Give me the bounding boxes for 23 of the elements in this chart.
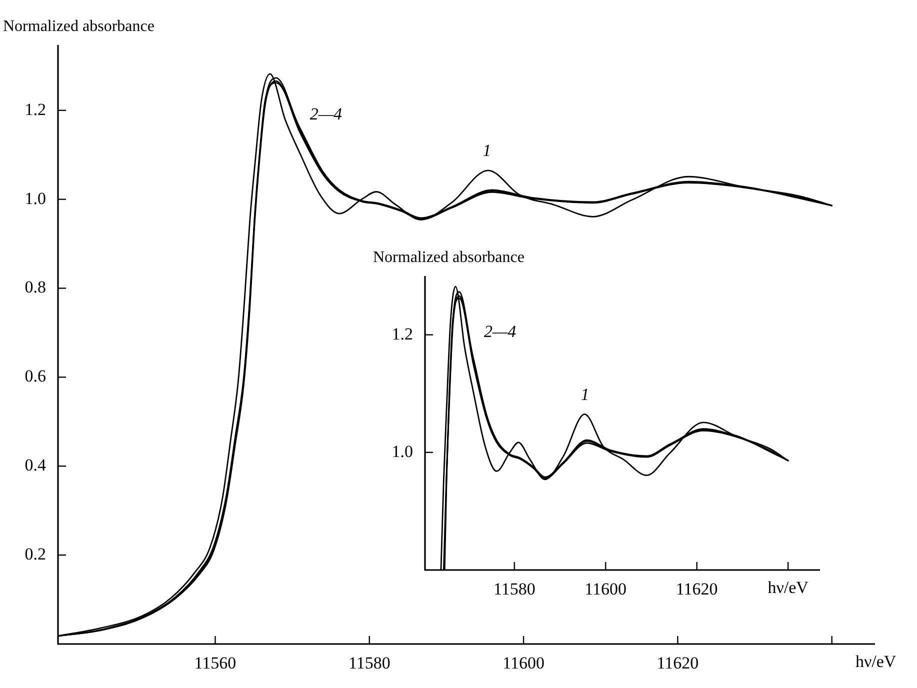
annotation: 2—4: [484, 322, 517, 341]
annotation: 2—4: [310, 104, 343, 124]
x-tick-label: 11580: [348, 654, 390, 673]
y-tick-label: 0.6: [24, 366, 46, 386]
x-tick-label: 11560: [194, 654, 236, 673]
y-tick-label: 1.0: [392, 442, 413, 461]
y-axis-title: Normalized absorbance: [373, 249, 524, 266]
x-axis-title: hν/eV: [855, 652, 897, 671]
x-tick-label: 11600: [502, 654, 544, 673]
x-tick-label: 11620: [676, 580, 718, 599]
y-tick-label: 1.2: [24, 100, 46, 119]
y-axis-title: Normalized absorbance: [3, 18, 154, 35]
x-tick-label: 11600: [584, 580, 627, 599]
x-tick-label: 11620: [656, 654, 699, 673]
y-tick-label: 0.8: [24, 278, 46, 297]
x-axis-title: hν/eV: [768, 578, 810, 597]
y-tick-label: 0.4: [24, 456, 46, 475]
annotation: 1: [482, 141, 492, 160]
annotation: 1: [580, 384, 590, 404]
x-tick-label: 11580: [493, 580, 536, 599]
y-tick-label: 1.2: [392, 324, 413, 344]
y-tick-label: 0.2: [24, 544, 46, 564]
y-tick-label: 1.0: [24, 188, 46, 208]
